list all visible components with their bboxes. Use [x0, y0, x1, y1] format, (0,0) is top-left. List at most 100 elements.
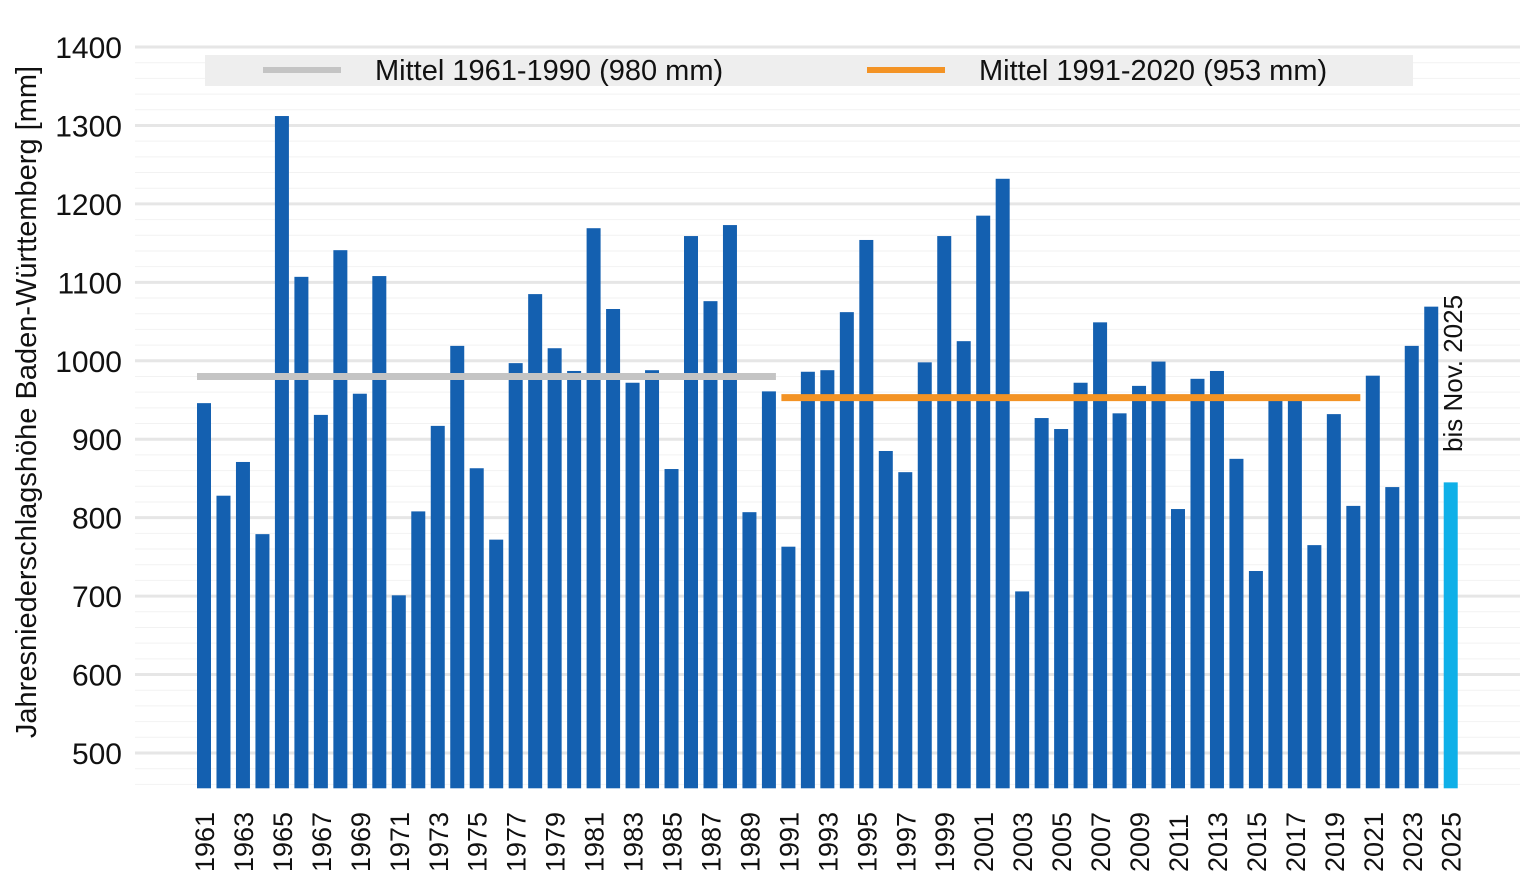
- y-tick-label: 1400: [55, 32, 122, 65]
- x-tick-label: 1973: [424, 812, 454, 872]
- bar-2015: [1248, 571, 1263, 789]
- bar-1990: [761, 391, 776, 789]
- bar-1982: [606, 309, 621, 789]
- bar-2011: [1171, 509, 1185, 789]
- legend-label-mean-1961-1990: Mittel 1961-1990 (980 mm): [375, 55, 723, 87]
- y-tick-label: 900: [72, 424, 122, 457]
- bar-1964: [255, 534, 270, 789]
- bar-2016: [1268, 398, 1283, 789]
- x-tick-label: 2005: [1047, 812, 1077, 872]
- x-tick-label: 2009: [1125, 812, 1155, 872]
- y-tick-label: 700: [72, 581, 122, 614]
- bar-2010: [1151, 361, 1166, 789]
- legend: Mittel 1961-1990 (980 mm) Mittel 1991-20…: [205, 55, 1413, 87]
- bar-2007: [1093, 322, 1108, 789]
- bar-1984: [645, 370, 660, 789]
- bar-2001: [976, 215, 991, 789]
- x-tick-label: 1977: [502, 812, 532, 872]
- bar-2019: [1326, 414, 1341, 789]
- bar-1974: [450, 345, 465, 789]
- bar-1998: [917, 362, 932, 789]
- bar-1987: [703, 301, 718, 789]
- x-tick-label: 1991: [774, 812, 804, 872]
- y-tick-label: 1100: [57, 267, 122, 300]
- x-tick-label: 1963: [229, 812, 259, 872]
- bar-1991: [781, 546, 796, 789]
- bar-2005: [1054, 429, 1069, 789]
- bar-1980: [567, 370, 582, 789]
- bar-1988: [722, 225, 737, 789]
- bar-1996: [878, 450, 893, 789]
- x-tick-label: 2013: [1203, 812, 1233, 872]
- bar-2020: [1346, 505, 1361, 789]
- bar-1972: [411, 511, 426, 789]
- x-tick-label: 1999: [930, 812, 960, 872]
- y-tick-label: 1200: [55, 189, 122, 222]
- x-tick-label: 1965: [268, 812, 298, 872]
- bar-1965: [274, 116, 289, 789]
- bar-1978: [528, 294, 543, 789]
- bar-1999: [937, 236, 952, 789]
- bar-2014: [1229, 458, 1244, 789]
- x-tick-label: 1993: [813, 812, 843, 872]
- bar-2024: [1424, 306, 1439, 789]
- bar-1967: [313, 414, 328, 789]
- bar-1989: [742, 512, 757, 789]
- bar-2002: [995, 178, 1010, 789]
- bar-1995: [859, 239, 874, 789]
- bar-1961: [197, 403, 211, 789]
- bar-2004: [1034, 418, 1049, 789]
- bar-2025: [1443, 482, 1458, 789]
- bar-1985: [664, 469, 679, 789]
- x-tick-label: 2025: [1437, 812, 1467, 872]
- x-tick-label: 2015: [1242, 812, 1272, 872]
- y-tick-label: 800: [72, 503, 122, 536]
- bar-1992: [800, 371, 815, 789]
- legend-background: [205, 55, 1413, 86]
- x-tick-label: 2019: [1320, 812, 1350, 872]
- y-tick-label: 600: [72, 660, 122, 693]
- bar-2021: [1365, 375, 1380, 789]
- bar-2018: [1307, 545, 1322, 789]
- x-tick-label: 2011: [1164, 814, 1194, 872]
- bar-1970: [372, 276, 387, 789]
- bar-2003: [1015, 591, 1030, 789]
- bar-2022: [1385, 487, 1400, 789]
- bar-2013: [1209, 370, 1224, 789]
- bars: [197, 116, 1458, 789]
- y-axis-ticks: 500 600 700 800 900 1000 1100 1200 1300 1400: [55, 32, 122, 771]
- x-tick-label: 2021: [1359, 812, 1389, 872]
- y-tick-label: 500: [72, 738, 122, 771]
- bar-1975: [469, 468, 484, 789]
- y-axis-label: Jahresniederschlagshöhe Baden-Württember…: [11, 66, 43, 738]
- bar-1986: [684, 236, 698, 789]
- x-tick-label: 1995: [852, 812, 882, 872]
- x-tick-label: 1989: [735, 812, 765, 872]
- x-tick-label: 2017: [1281, 812, 1311, 872]
- bar-1968: [333, 250, 348, 789]
- bar-2009: [1132, 385, 1147, 789]
- bar-1981: [586, 228, 601, 789]
- bar-1983: [625, 382, 640, 789]
- bar-1977: [508, 363, 523, 789]
- x-tick-label: 2023: [1398, 812, 1428, 872]
- bar-2023: [1404, 345, 1419, 789]
- x-tick-label: 1985: [658, 812, 688, 872]
- bar-2008: [1112, 413, 1127, 789]
- bar-2012: [1190, 378, 1205, 789]
- x-tick-label: 1997: [891, 812, 921, 872]
- x-tick-label: 1971: [385, 812, 415, 872]
- x-tick-label: 1961: [190, 812, 220, 872]
- x-axis-ticks: 1961 1963 1965 1967 1969 1971 1973 1975 1977 1979…: [190, 812, 1467, 872]
- bar-1993: [820, 370, 835, 789]
- x-tick-label: 2007: [1086, 812, 1116, 872]
- x-tick-label: 1981: [580, 812, 610, 872]
- bar-2006: [1073, 382, 1088, 789]
- x-tick-label: 1975: [463, 812, 493, 872]
- bar-1979: [547, 348, 562, 789]
- bar-1969: [352, 393, 367, 789]
- bar-1976: [489, 539, 504, 789]
- x-tick-label: 2003: [1008, 812, 1038, 872]
- bar-1963: [235, 461, 250, 789]
